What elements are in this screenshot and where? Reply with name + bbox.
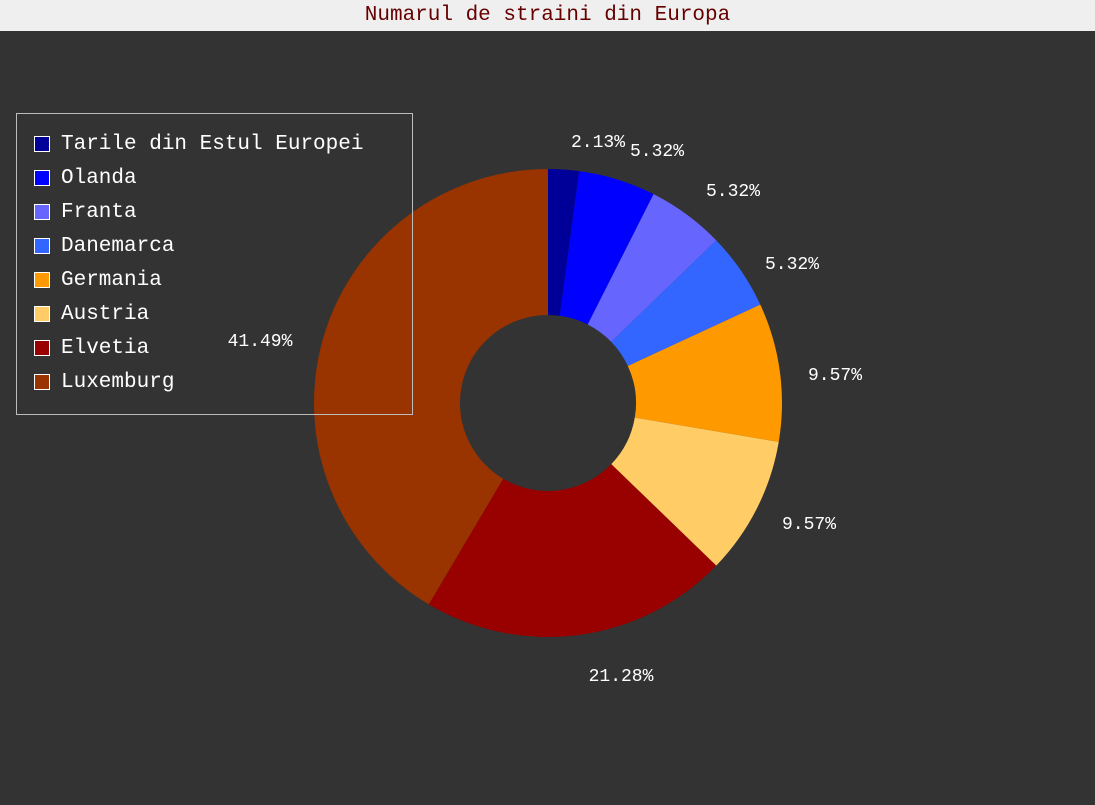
- legend-label: Olanda: [61, 166, 137, 190]
- legend-item-olanda: Olanda: [34, 166, 137, 190]
- legend-label: Danemarca: [61, 234, 175, 258]
- legend-item-tarile-din-estul-europei: Tarile din Estul Europei: [34, 132, 364, 156]
- slice-danemarca: [611, 240, 761, 366]
- legend-swatch: [34, 306, 50, 322]
- legend-item-franta: Franta: [34, 200, 137, 224]
- legend-swatch: [34, 170, 50, 186]
- legend-swatch: [34, 204, 50, 220]
- legend-swatch: [34, 136, 50, 152]
- slice-germania: [627, 304, 782, 442]
- legend-swatch: [34, 238, 50, 254]
- legend-item-austria: Austria: [34, 302, 150, 326]
- legend-item-danemarca: Danemarca: [34, 234, 175, 258]
- slices-group: [314, 169, 782, 637]
- legend-label: Elvetia: [61, 336, 150, 360]
- legend-swatch: [34, 374, 50, 390]
- legend-item-elvetia: Elvetia: [34, 336, 150, 360]
- legend-label: Tarile din Estul Europei: [61, 132, 364, 156]
- slice-tarile-din-estul-europei: [548, 169, 580, 316]
- data-label: 9.57%: [782, 515, 836, 535]
- legend-swatch: [34, 272, 50, 288]
- data-label: 9.57%: [808, 366, 862, 386]
- data-label: 5.32%: [765, 255, 819, 275]
- legend-item-germania: Germania: [34, 268, 162, 292]
- data-label: 5.32%: [706, 182, 760, 202]
- data-label: 2.13%: [571, 133, 625, 153]
- donut-chart: 2.13% 5.32%5.32%5.32%9.57%9.57%21.28%41.4…: [228, 133, 863, 687]
- slice-franta: [587, 194, 717, 342]
- legend-label: Germania: [61, 268, 162, 292]
- legend: Tarile din Estul Europei Olanda Franta D…: [16, 113, 413, 415]
- data-label: 41.49%: [228, 332, 293, 352]
- data-label: 21.28%: [589, 667, 654, 687]
- legend-item-luxemburg: Luxemburg: [34, 370, 175, 394]
- labels-group: 2.13% 5.32%5.32%5.32%9.57%9.57%21.28%41.4…: [228, 133, 863, 687]
- chart-title: Numarul de straini din Europa: [0, 0, 1095, 31]
- chart-area: 2.13% 5.32% 5.32% 5.32% 9.57% 9.57% 21.28% 41.4…: [0, 31, 1095, 805]
- legend-label: Luxemburg: [61, 370, 175, 394]
- slice-olanda: [559, 171, 654, 325]
- slice-luxemburg: [314, 169, 548, 605]
- legend-label: Franta: [61, 200, 137, 224]
- slice-austria: [611, 417, 779, 566]
- legend-label: Austria: [61, 302, 150, 326]
- legend-swatch: [34, 340, 50, 356]
- slice-elvetia: [428, 464, 717, 637]
- data-label: 5.32%: [630, 142, 684, 162]
